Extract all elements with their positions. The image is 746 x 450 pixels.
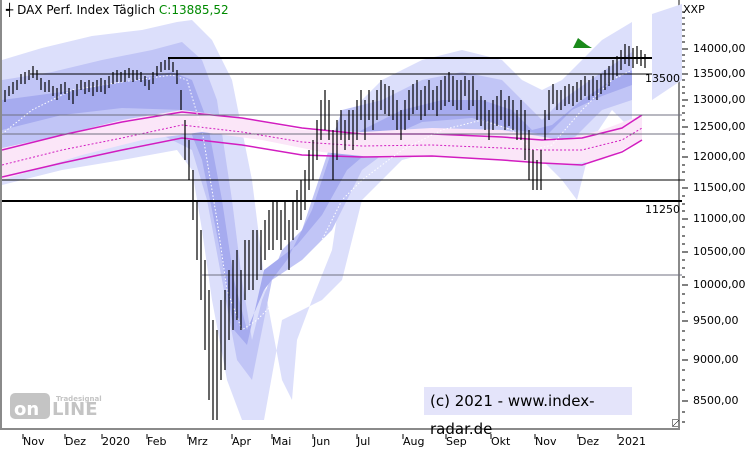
- ma-envelope-fill: [2, 110, 642, 180]
- y-tick: 13000,00: [693, 93, 746, 106]
- projection-band: [652, 4, 682, 100]
- crosshair-icon[interactable]: ┽: [6, 3, 14, 17]
- x-tick: Feb: [147, 435, 167, 448]
- x-tick: Okt: [491, 435, 511, 448]
- level-label-13500: 13500: [645, 72, 680, 85]
- x-tick: Aug: [403, 435, 425, 448]
- x-tick: Dez: [578, 435, 600, 448]
- y-tick: 11500,00: [693, 181, 746, 194]
- y-axis[interactable]: [680, 0, 746, 430]
- x-axis[interactable]: [0, 430, 680, 450]
- inner-band: [2, 70, 632, 345]
- level-label-11250: 11250: [645, 203, 680, 216]
- svg-text:LINE: LINE: [52, 399, 98, 420]
- svg-text:on: on: [14, 399, 39, 420]
- ma-middle-line: [2, 124, 643, 166]
- copyright-box: (c) 2021 - www.index-radar.de: [424, 387, 632, 438]
- x-tick: 2021: [618, 435, 646, 448]
- x-tick: Nov: [23, 435, 45, 448]
- ma-lower-line: [2, 137, 643, 178]
- interval-label: Täglich: [113, 3, 156, 17]
- x-tick: Jun: [313, 435, 331, 448]
- close-value: C:13885,52: [158, 3, 229, 17]
- y-tick: 8500,00: [693, 394, 739, 407]
- scale-label: XXP: [683, 3, 705, 16]
- y-tick: 10500,00: [693, 245, 746, 258]
- price-chart-svg: [2, 4, 682, 420]
- price-bars: [4, 44, 646, 420]
- x-tick: Jul: [357, 435, 371, 448]
- green-arrow-icon: [573, 38, 592, 48]
- x-tick: Mai: [272, 435, 292, 448]
- x-tick: Apr: [232, 435, 252, 448]
- x-tick: Sep: [446, 435, 467, 448]
- x-tick: Nov: [535, 435, 557, 448]
- x-tick: Mrz: [188, 435, 208, 448]
- svg-text:Tradesignal: Tradesignal: [56, 395, 102, 403]
- y-tick: 9000,00: [693, 353, 739, 366]
- tradesignal-logo: on LINE Tradesignal: [10, 391, 110, 425]
- resize-corner-icon[interactable]: [672, 419, 680, 427]
- x-tick: Dez: [65, 435, 87, 448]
- y-tick: 13500,00: [693, 67, 746, 80]
- y-tick: 12500,00: [693, 120, 746, 133]
- y-tick: 10000,00: [693, 278, 746, 291]
- y-tick: 9500,00: [693, 314, 739, 327]
- y-tick: 11000,00: [693, 212, 746, 225]
- plot-area[interactable]: ┽ DAX Perf. Index Täglich C:13885,52 135…: [0, 0, 682, 438]
- instrument-name: DAX Perf. Index: [17, 3, 110, 17]
- y-tick: 14000,00: [693, 42, 746, 55]
- y-tick: 12000,00: [693, 150, 746, 163]
- x-tick: 2020: [102, 435, 130, 448]
- chart-title: ┽ DAX Perf. Index Täglich C:13885,52: [6, 3, 229, 17]
